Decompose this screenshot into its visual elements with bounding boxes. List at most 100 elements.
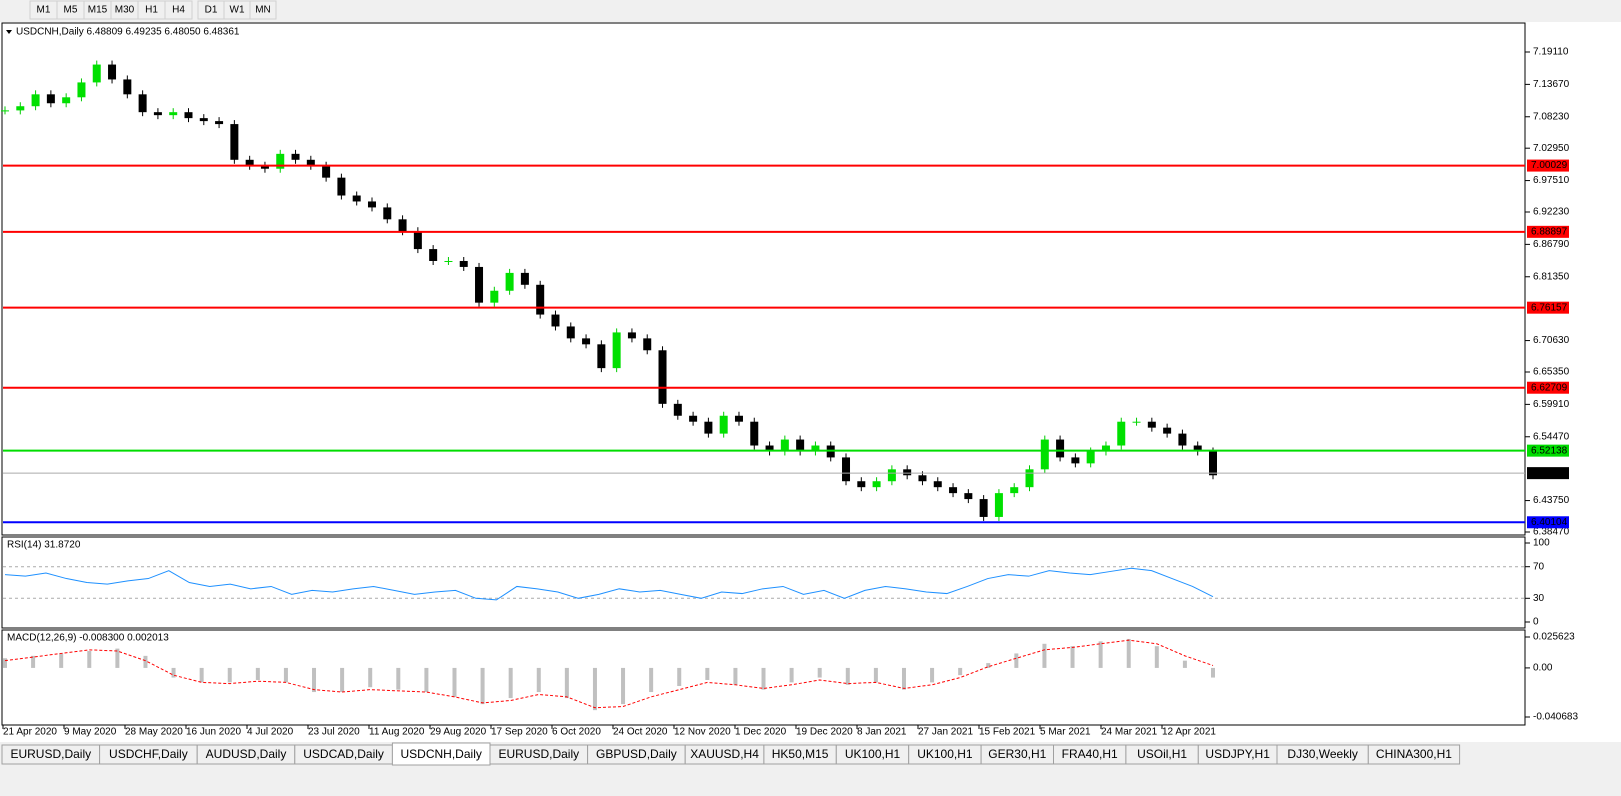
- macd-bar: [452, 667, 457, 697]
- candle: [689, 415, 698, 422]
- candle: [322, 165, 331, 178]
- date-label: 28 May 2020: [125, 727, 183, 738]
- macd-bar: [1211, 667, 1215, 678]
- macd-signal: [4, 639, 1214, 709]
- timeframe-label: M15: [88, 5, 108, 16]
- date-label: 24 Mar 2021: [1101, 727, 1158, 738]
- tab-label: FRA40,H1: [1062, 747, 1118, 761]
- macd-bar: [368, 667, 373, 688]
- price-tick-label: 7.08230: [1533, 111, 1570, 122]
- timeframe-label: M1: [37, 5, 51, 16]
- tab-label: UK100,H1: [917, 747, 973, 761]
- candle: [1025, 469, 1034, 488]
- price-tick-label: 6.86790: [1533, 239, 1570, 250]
- macd-bar: [621, 667, 626, 705]
- candle: [153, 112, 162, 116]
- macd-tick-label: -0.040683: [1533, 712, 1578, 723]
- chart-header: USDCNH,Daily 6.48809 6.49235 6.48050 6.4…: [16, 27, 240, 38]
- price-tick-label: 6.70630: [1533, 335, 1570, 346]
- price-tick-label: 7.13670: [1533, 79, 1570, 90]
- date-label: 4 Jul 2020: [247, 727, 294, 738]
- date-label: 8 Jan 2021: [857, 727, 907, 738]
- candle: [199, 118, 208, 122]
- macd-bar: [1154, 646, 1159, 668]
- candle: [627, 332, 636, 339]
- macd-tick-label: 0.00: [1533, 663, 1553, 674]
- candle: [949, 487, 958, 494]
- candle: [490, 290, 499, 303]
- macd-bar: [873, 667, 878, 683]
- candle: [108, 64, 117, 80]
- macd-bar: [1098, 641, 1103, 668]
- rsi-tick-label: 70: [1533, 561, 1545, 572]
- macd-bar: [1042, 643, 1047, 668]
- current-price-label: 6.48361: [1531, 468, 1568, 479]
- timeframe-label: W1: [230, 5, 245, 16]
- macd-title: MACD(12,26,9) -0.008300 0.002013: [7, 633, 169, 644]
- chart-window: [0, 22, 1621, 742]
- macd-bar: [255, 667, 260, 680]
- candle: [1209, 451, 1217, 476]
- macd-bar: [845, 667, 850, 685]
- price-tick-label: 6.54470: [1533, 431, 1570, 442]
- candle: [566, 326, 575, 339]
- macd-bar: [930, 667, 935, 683]
- level-label: 7.00029: [1531, 160, 1568, 171]
- macd-bar: [171, 667, 176, 678]
- macd-bar: [649, 667, 654, 693]
- candle: [1117, 421, 1126, 446]
- candle: [872, 481, 881, 488]
- candle: [673, 403, 682, 416]
- candle: [398, 219, 407, 232]
- macd-bar: [199, 667, 204, 683]
- candle: [842, 457, 851, 482]
- tab-label: DJ30,Weekly: [1287, 747, 1357, 761]
- candle: [520, 272, 529, 285]
- candle: [413, 231, 422, 250]
- level-label: 6.88897: [1531, 226, 1568, 237]
- macd-bar: [705, 667, 710, 680]
- candle: [1163, 427, 1172, 434]
- candle: [62, 97, 71, 104]
- candle: [92, 64, 101, 83]
- tab[interactable]: [1367, 744, 1461, 765]
- candle: [1071, 457, 1080, 464]
- date-label: 23 Jul 2020: [308, 727, 360, 738]
- timeframe-button[interactable]: [249, 0, 277, 20]
- macd-bar: [508, 667, 513, 699]
- level-label-box: [1527, 516, 1569, 529]
- rsi-tick-label: 100: [1533, 538, 1550, 549]
- timeframe-label: MN: [255, 5, 271, 16]
- collapse-arrow[interactable]: [6, 30, 12, 34]
- candle: [337, 177, 346, 196]
- macd-bar: [1070, 646, 1075, 668]
- level-label-box: [1527, 225, 1569, 238]
- macd-bar: [817, 667, 822, 678]
- tab-label: XAUUSD,H4: [690, 747, 759, 761]
- macd-bar: [59, 653, 64, 668]
- date-label: 16 Jun 2020: [186, 727, 241, 738]
- macd-bar: [986, 663, 991, 668]
- timeframe-button[interactable]: [164, 0, 193, 20]
- level-label: 6.40104: [1531, 517, 1568, 528]
- price-tick-label: 7.19110: [1533, 47, 1569, 58]
- candle: [1056, 439, 1065, 458]
- candle: [276, 153, 285, 169]
- candle: [367, 201, 376, 208]
- price-tick-label: 6.43750: [1533, 495, 1570, 506]
- macd-bar: [283, 667, 288, 683]
- candle: [750, 421, 759, 446]
- rsi-line: [4, 567, 1214, 601]
- price-tick-label: 6.92230: [1533, 207, 1570, 218]
- macd-bar: [480, 667, 485, 705]
- candle: [123, 79, 132, 95]
- candle: [31, 94, 40, 107]
- macd-bar: [1182, 660, 1187, 668]
- candle: [704, 421, 713, 434]
- tab-label: USDCNH,Daily: [401, 747, 482, 761]
- candle: [658, 350, 667, 404]
- macd-panel: [1, 629, 1526, 726]
- macd-bar: [536, 667, 541, 693]
- candle: [138, 94, 147, 113]
